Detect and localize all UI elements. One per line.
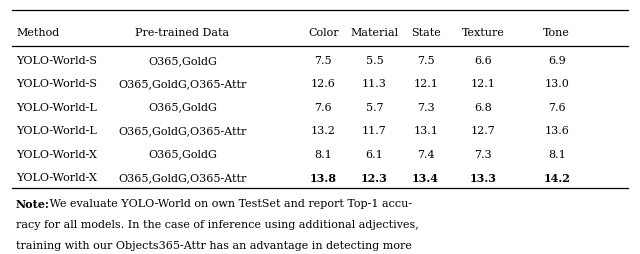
- Text: 13.8: 13.8: [310, 172, 337, 183]
- Text: 7.6: 7.6: [548, 102, 566, 112]
- Text: 6.9: 6.9: [548, 56, 566, 66]
- Text: 13.0: 13.0: [545, 79, 569, 89]
- Text: 14.2: 14.2: [543, 172, 570, 183]
- Text: 8.1: 8.1: [548, 149, 566, 159]
- Text: O365,GoldG: O365,GoldG: [148, 102, 217, 112]
- Text: 7.5: 7.5: [417, 56, 435, 66]
- Text: We evaluate YOLO-World on own TestSet and report Top-1 accu-: We evaluate YOLO-World on own TestSet an…: [46, 199, 412, 209]
- Text: 8.1: 8.1: [314, 149, 332, 159]
- Text: 7.5: 7.5: [314, 56, 332, 66]
- Text: O365,GoldG,O365-Attr: O365,GoldG,O365-Attr: [118, 172, 246, 182]
- Text: 7.4: 7.4: [417, 149, 435, 159]
- Text: Color: Color: [308, 28, 339, 38]
- Text: O365,GoldG: O365,GoldG: [148, 149, 217, 159]
- Text: 7.3: 7.3: [417, 102, 435, 112]
- Text: Method: Method: [16, 28, 60, 38]
- Text: O365,GoldG,O365-Attr: O365,GoldG,O365-Attr: [118, 126, 246, 136]
- Text: YOLO-World-X: YOLO-World-X: [16, 149, 97, 159]
- Text: 6.1: 6.1: [365, 149, 383, 159]
- Text: O365,GoldG,O365-Attr: O365,GoldG,O365-Attr: [118, 79, 246, 89]
- Text: Tone: Tone: [543, 28, 570, 38]
- Text: 11.3: 11.3: [362, 79, 387, 89]
- Text: 12.6: 12.6: [311, 79, 335, 89]
- Text: Texture: Texture: [462, 28, 504, 38]
- Text: 5.7: 5.7: [365, 102, 383, 112]
- Text: 13.6: 13.6: [545, 126, 569, 136]
- Text: 7.6: 7.6: [314, 102, 332, 112]
- Text: 6.6: 6.6: [474, 56, 492, 66]
- Text: Note:: Note:: [16, 199, 50, 210]
- Text: 13.1: 13.1: [413, 126, 438, 136]
- Text: training with our Objects365-Attr has an advantage in detecting more: training with our Objects365-Attr has an…: [16, 240, 412, 250]
- Text: Pre-trained Data: Pre-trained Data: [135, 28, 230, 38]
- Text: 13.4: 13.4: [412, 172, 439, 183]
- Text: O365,GoldG: O365,GoldG: [148, 56, 217, 66]
- Text: 12.1: 12.1: [471, 79, 495, 89]
- Text: YOLO-World-X: YOLO-World-X: [16, 172, 97, 182]
- Text: 12.1: 12.1: [413, 79, 438, 89]
- Text: YOLO-World-L: YOLO-World-L: [16, 102, 97, 112]
- Text: 13.3: 13.3: [470, 172, 497, 183]
- Text: 12.3: 12.3: [361, 172, 388, 183]
- Text: YOLO-World-S: YOLO-World-S: [16, 56, 97, 66]
- Text: State: State: [411, 28, 440, 38]
- Text: 7.3: 7.3: [474, 149, 492, 159]
- Text: Material: Material: [350, 28, 399, 38]
- Text: 6.8: 6.8: [474, 102, 492, 112]
- Text: 11.7: 11.7: [362, 126, 387, 136]
- Text: racy for all models. In the case of inference using additional adjectives,: racy for all models. In the case of infe…: [16, 219, 419, 229]
- Text: 5.5: 5.5: [365, 56, 383, 66]
- Text: 13.2: 13.2: [311, 126, 335, 136]
- Text: YOLO-World-S: YOLO-World-S: [16, 79, 97, 89]
- Text: YOLO-World-L: YOLO-World-L: [16, 126, 97, 136]
- Text: 12.7: 12.7: [471, 126, 495, 136]
